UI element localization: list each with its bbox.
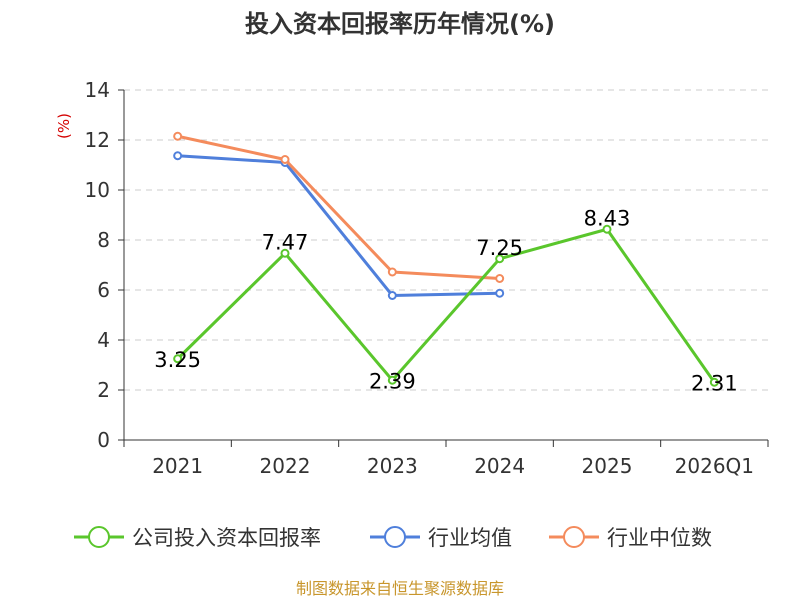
- legend-item-1[interactable]: 行业均值: [370, 526, 512, 550]
- x-tick-label: 2025: [582, 454, 633, 478]
- legend-marker-icon: [88, 526, 110, 548]
- y-tick-label: 6: [97, 278, 110, 302]
- legend[interactable]: 公司投入资本回报率 行业均值 行业中位数: [74, 526, 712, 550]
- data-point: [173, 131, 183, 141]
- legend-label: 行业中位数: [607, 526, 712, 550]
- data-label: 8.43: [584, 206, 631, 230]
- series-line-0: [176, 227, 716, 384]
- data-point: [387, 291, 397, 300]
- y-tick-label: 12: [85, 128, 110, 152]
- data-label: 7.47: [262, 230, 309, 254]
- series-lines: [173, 131, 719, 387]
- data-point: [280, 248, 290, 258]
- grid-lines: [124, 89, 768, 391]
- y-tick-label: 0: [97, 428, 110, 452]
- series-line-1: [177, 154, 500, 297]
- data-point: [173, 151, 183, 161]
- legend-label: 行业均值: [428, 526, 512, 550]
- legend-label: 公司投入资本回报率: [132, 526, 321, 550]
- legend-item-0[interactable]: 公司投入资本回报率: [74, 526, 321, 550]
- data-labels: 3.25 7.47 2.39 7.25 8.43 2.31: [154, 206, 737, 395]
- y-tick-label: 10: [85, 178, 110, 202]
- data-label: 2.31: [691, 371, 738, 395]
- data-label: 3.25: [154, 348, 201, 372]
- data-point: [173, 354, 183, 364]
- data-point: [387, 375, 397, 385]
- legend-item-2[interactable]: 行业中位数: [549, 526, 712, 550]
- source-note: 制图数据来自恒生聚源数据库: [296, 579, 504, 598]
- x-tick-label: 2023: [367, 454, 418, 478]
- data-point: [280, 155, 290, 164]
- y-tick-label: 8: [97, 228, 110, 252]
- data-point: [495, 288, 505, 298]
- legend-marker-icon: [563, 526, 585, 548]
- data-point: [495, 254, 505, 264]
- y-axis-unit: (%): [55, 113, 73, 139]
- data-point: [387, 267, 397, 277]
- chart-title: 投入资本回报率历年情况(%): [245, 10, 555, 38]
- legend-marker-icon: [384, 526, 406, 548]
- data-point: [495, 274, 505, 283]
- x-tick-label: 2024: [474, 454, 525, 478]
- x-tick-label: 2021: [152, 454, 203, 478]
- y-tick-label: 4: [97, 328, 110, 352]
- series-line-2: [177, 134, 500, 280]
- x-tick-label: 2022: [260, 454, 311, 478]
- axes: 0 2 4 6 8 10 12 14 2021 2022 2023 2024 2025 2026Q1: [85, 78, 769, 478]
- data-label: 2.39: [369, 369, 416, 393]
- y-tick-label: 14: [85, 78, 110, 102]
- y-tick-label: 2: [97, 378, 110, 402]
- data-label: 7.25: [476, 236, 523, 260]
- data-point: [602, 224, 612, 234]
- data-point: [709, 377, 719, 387]
- x-tick-label: 2026Q1: [675, 454, 754, 478]
